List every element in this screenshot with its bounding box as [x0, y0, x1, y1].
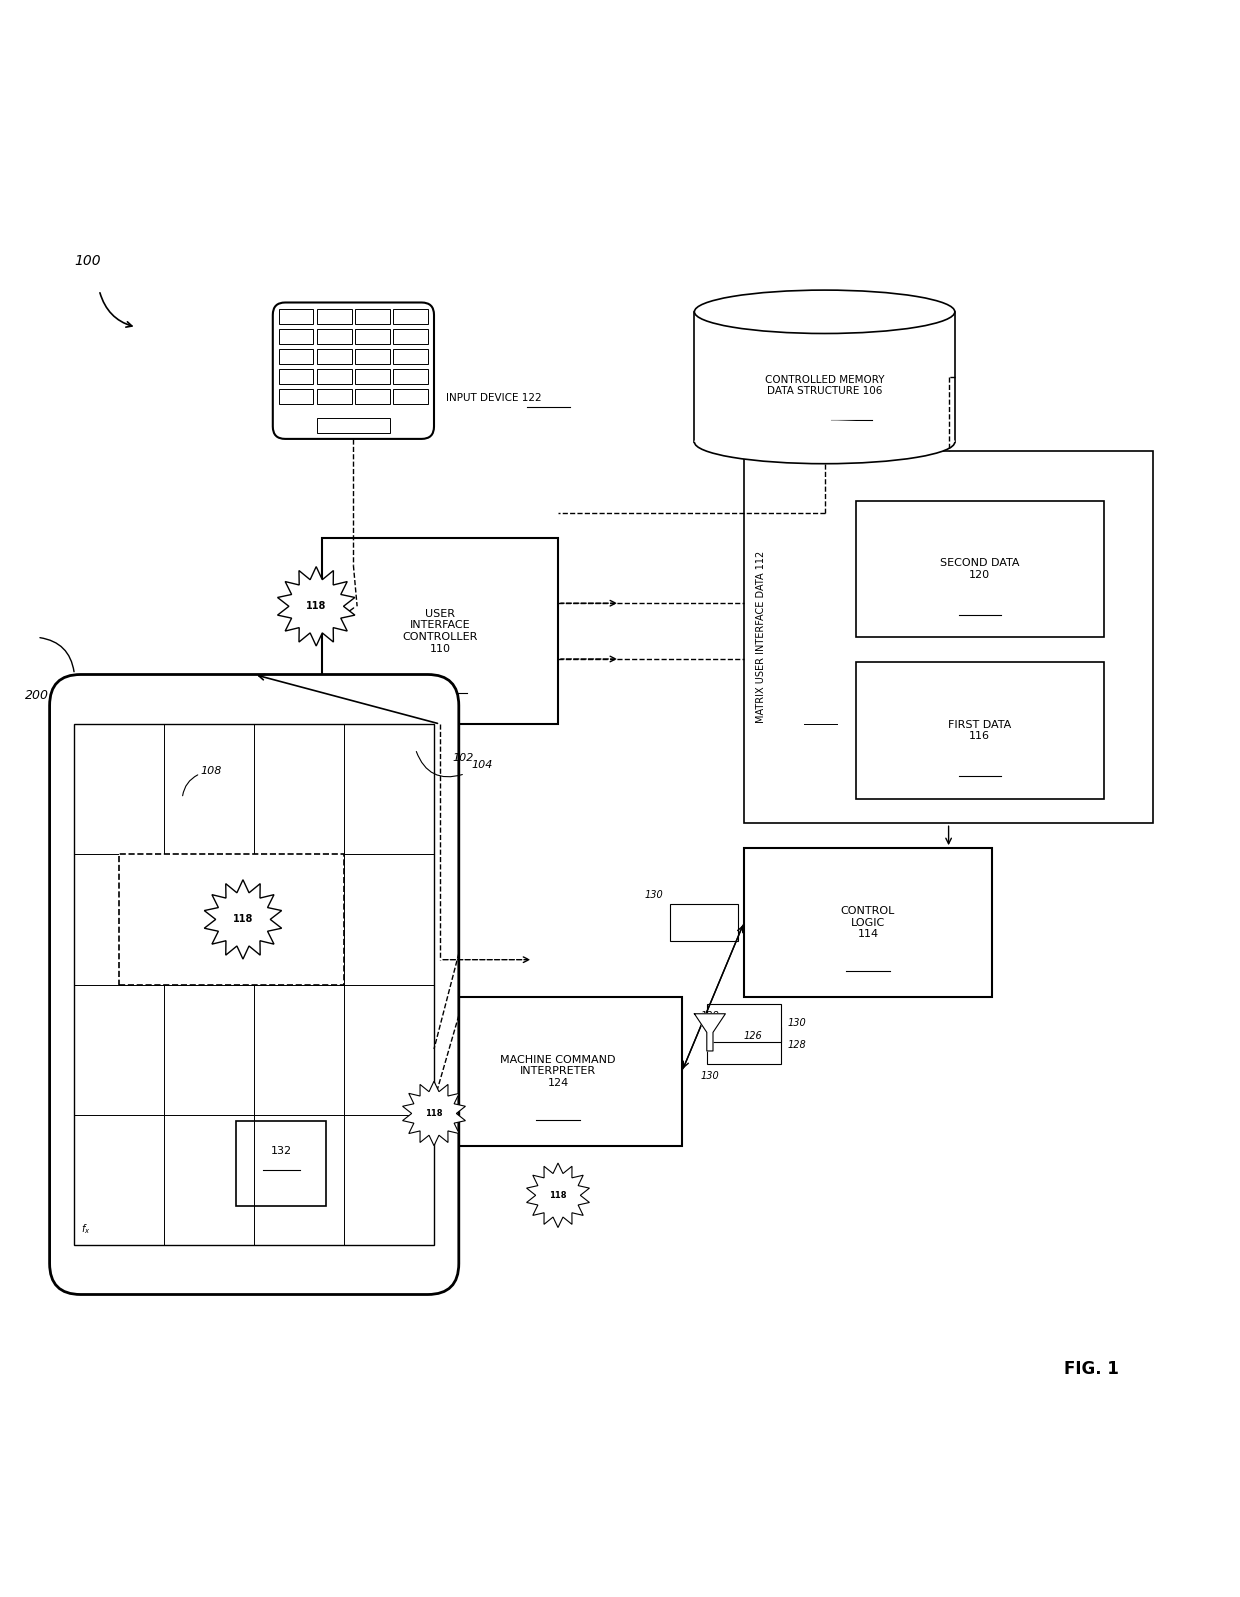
Text: 128: 128: [701, 1011, 719, 1020]
FancyBboxPatch shape: [356, 329, 389, 343]
Text: FIRST DATA
116: FIRST DATA 116: [947, 720, 1012, 741]
Text: 102: 102: [453, 754, 474, 763]
FancyBboxPatch shape: [119, 854, 345, 984]
Text: INPUT DEVICE 122: INPUT DEVICE 122: [446, 393, 542, 402]
Text: 200: 200: [25, 690, 48, 703]
FancyBboxPatch shape: [744, 848, 992, 997]
FancyBboxPatch shape: [273, 302, 434, 439]
FancyBboxPatch shape: [50, 674, 459, 1295]
Text: $f_x$: $f_x$: [81, 1222, 91, 1236]
FancyBboxPatch shape: [393, 390, 428, 404]
FancyBboxPatch shape: [707, 1005, 781, 1041]
Polygon shape: [278, 567, 355, 645]
FancyBboxPatch shape: [279, 390, 314, 404]
FancyBboxPatch shape: [670, 904, 738, 941]
Text: 130: 130: [701, 1070, 719, 1081]
Text: 118: 118: [425, 1108, 443, 1118]
FancyBboxPatch shape: [279, 348, 314, 364]
Polygon shape: [694, 1014, 725, 1051]
Text: CONTROL
LOGIC
114: CONTROL LOGIC 114: [841, 905, 895, 939]
Text: 126: 126: [744, 1030, 763, 1041]
FancyBboxPatch shape: [317, 369, 352, 385]
Polygon shape: [527, 1163, 589, 1228]
FancyBboxPatch shape: [856, 663, 1104, 798]
Text: 130: 130: [787, 1017, 806, 1028]
Polygon shape: [205, 880, 281, 960]
Text: USER
INTERFACE
CONTROLLER
110: USER INTERFACE CONTROLLER 110: [403, 608, 477, 653]
FancyBboxPatch shape: [74, 723, 434, 1246]
Text: 118: 118: [306, 602, 326, 612]
FancyBboxPatch shape: [856, 501, 1104, 637]
Text: 108: 108: [201, 765, 222, 776]
FancyBboxPatch shape: [393, 329, 428, 343]
Ellipse shape: [694, 291, 955, 334]
FancyBboxPatch shape: [356, 369, 389, 385]
Text: 118: 118: [549, 1191, 567, 1199]
FancyBboxPatch shape: [356, 308, 389, 324]
Text: 130: 130: [645, 890, 663, 899]
Text: 132: 132: [270, 1147, 291, 1156]
FancyBboxPatch shape: [317, 329, 352, 343]
Text: FIG. 1: FIG. 1: [1064, 1361, 1118, 1378]
Text: MACHINE COMMAND
INTERPRETER
124: MACHINE COMMAND INTERPRETER 124: [500, 1054, 616, 1088]
FancyBboxPatch shape: [356, 348, 389, 364]
FancyBboxPatch shape: [393, 348, 428, 364]
Text: CONTROLLED MEMORY
DATA STRUCTURE 106: CONTROLLED MEMORY DATA STRUCTURE 106: [765, 375, 884, 396]
Polygon shape: [403, 1081, 465, 1145]
FancyBboxPatch shape: [279, 308, 314, 324]
Text: 118: 118: [233, 915, 253, 925]
FancyBboxPatch shape: [317, 308, 352, 324]
FancyBboxPatch shape: [393, 369, 428, 385]
Text: 100: 100: [74, 254, 100, 268]
FancyBboxPatch shape: [356, 390, 389, 404]
FancyBboxPatch shape: [322, 538, 558, 723]
FancyBboxPatch shape: [317, 417, 389, 433]
FancyBboxPatch shape: [279, 369, 314, 385]
FancyBboxPatch shape: [744, 452, 1153, 824]
Bar: [694, 311, 955, 442]
Text: MATRIX USER INTERFACE DATA 112: MATRIX USER INTERFACE DATA 112: [756, 551, 766, 723]
FancyBboxPatch shape: [317, 348, 352, 364]
FancyBboxPatch shape: [317, 390, 352, 404]
FancyBboxPatch shape: [707, 1027, 781, 1064]
Text: SECOND DATA
120: SECOND DATA 120: [940, 559, 1019, 580]
FancyBboxPatch shape: [434, 997, 682, 1145]
FancyBboxPatch shape: [279, 329, 314, 343]
Text: 128: 128: [787, 1040, 806, 1051]
FancyBboxPatch shape: [393, 308, 428, 324]
Ellipse shape: [694, 420, 955, 463]
Text: 104: 104: [471, 760, 492, 770]
FancyBboxPatch shape: [237, 1121, 326, 1206]
